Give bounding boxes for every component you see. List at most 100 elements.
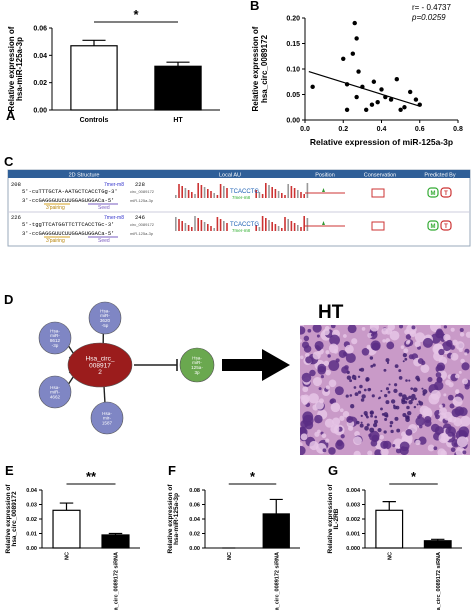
histology-cell (307, 328, 312, 333)
histology-cell (324, 326, 330, 331)
au-bar (297, 190, 299, 198)
histology-cell (394, 416, 399, 421)
histology-cell (404, 357, 408, 361)
histology-cell (437, 448, 446, 455)
histology-cell (338, 350, 347, 358)
histology-cell (390, 429, 394, 434)
node-label: Hsa- (50, 328, 60, 333)
histology-cell (407, 439, 413, 444)
x-tick-label: 0.4 (377, 126, 387, 133)
fit-line (308, 70, 420, 107)
point (402, 105, 407, 110)
histology-cell (317, 366, 326, 375)
histology-cell (408, 379, 411, 382)
au-label: 7mer-m8 (232, 228, 250, 233)
histology-cell (460, 358, 465, 364)
histology-cell (461, 362, 470, 371)
point (398, 107, 403, 113)
histology-cell (424, 415, 432, 424)
histology-cell (384, 394, 388, 398)
histology-cell (408, 399, 413, 405)
bar (375, 509, 404, 549)
au-bar (184, 188, 187, 198)
point (341, 56, 346, 61)
histology-cell (389, 424, 393, 428)
au-bar (290, 186, 293, 198)
histology-cell (300, 355, 304, 360)
point (352, 20, 357, 26)
au-bar (268, 220, 270, 231)
histology-cell (330, 402, 341, 413)
target-seq: 5'-cuTTTGCTA-AATGCTCACCTGg-3' (22, 188, 118, 195)
histology-cell (347, 325, 357, 334)
histology-cell (439, 404, 443, 409)
panel-letter: A (6, 108, 16, 123)
conservation-box (371, 221, 385, 231)
au-bar (200, 185, 203, 198)
y-tick-label: 0.05 (286, 92, 300, 99)
error-bar (166, 61, 190, 67)
histology-cell (462, 378, 469, 385)
y-axis-label: Relative expression of (7, 26, 16, 111)
histology-cell (402, 412, 407, 417)
y-tick-label: 0.15 (286, 41, 300, 48)
au-bar (184, 223, 187, 231)
panel-letter: B (250, 0, 259, 13)
histology-cell (327, 354, 331, 358)
histology-cell (399, 441, 410, 452)
histology-cell (304, 352, 310, 358)
histology-cell (361, 394, 366, 399)
au-bar (258, 227, 261, 231)
seed-label: Seed (98, 205, 110, 211)
significance-label: * (250, 469, 256, 484)
node-label: 3p (194, 370, 200, 375)
histology-cell (400, 345, 405, 349)
histology-cell (394, 383, 398, 387)
histology-cell (435, 329, 444, 339)
node-label: 2 (98, 369, 102, 376)
histology-cell (452, 396, 463, 407)
au-bar (265, 218, 267, 231)
histology-cell (408, 354, 414, 360)
bar (101, 534, 130, 549)
y-axis-label: hsa_circ_0089172 (260, 34, 269, 103)
histology-cell (380, 447, 389, 455)
histology-cell (346, 375, 352, 380)
histology-cell (342, 411, 350, 418)
au-bar (300, 192, 302, 198)
histology-cell (450, 352, 459, 361)
y-axis-label: hsa-miR-125a-3p (173, 493, 180, 545)
histology-cell (353, 450, 361, 455)
point (310, 84, 315, 90)
predictor-label: T (444, 191, 448, 197)
table-header (8, 170, 470, 178)
histology-cell (356, 420, 360, 425)
histology-cell (398, 392, 403, 397)
au-bar (175, 217, 177, 231)
histology-cell (409, 330, 417, 338)
bar (423, 540, 452, 549)
node-label: miR- (100, 313, 110, 318)
histology-cell (458, 370, 462, 374)
histology-cell (427, 377, 433, 383)
histology-cell (405, 415, 410, 420)
histology-cell (435, 414, 440, 420)
histology-cell (448, 381, 454, 388)
histology-cell (357, 390, 362, 394)
predictor-label: M (431, 191, 436, 197)
au-bar (187, 190, 190, 198)
y-tick-label: 0.03 (26, 502, 37, 508)
x-tick-label: 0.8 (453, 126, 463, 133)
histology-cell (305, 356, 313, 364)
au-bar (219, 219, 222, 231)
node-label: -5p (102, 323, 109, 328)
au-bar (297, 225, 299, 231)
histology-cell (398, 369, 402, 373)
histology-cell (414, 397, 417, 401)
au-bar (261, 194, 264, 198)
histology-cell (347, 425, 354, 431)
au-bar (255, 225, 257, 231)
target-seq: 5'-tggTTCATGGTTCTTCACCTGc-3' (22, 221, 114, 228)
node-label: Hsa- (102, 411, 112, 416)
histology-cell (394, 364, 399, 369)
